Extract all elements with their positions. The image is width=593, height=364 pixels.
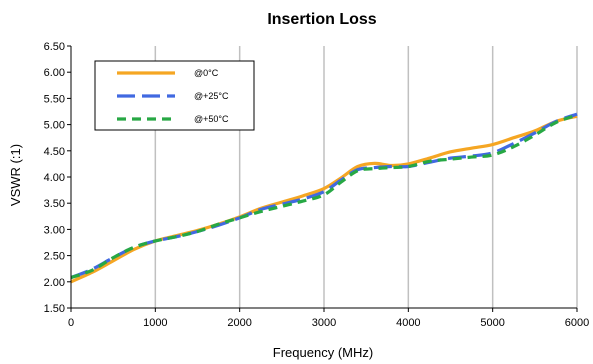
y-tick-label-2: 2.50 — [44, 251, 65, 263]
y-tick-label-10: 6.50 — [44, 41, 65, 53]
y-tick-label-9: 6.00 — [44, 67, 65, 79]
y-tick-label-7: 5.00 — [44, 120, 65, 132]
legend-label-1: @+25°C — [194, 91, 229, 101]
x-tick-label-6: 6000 — [565, 317, 589, 329]
x-tick-label-1: 1000 — [143, 317, 167, 329]
y-axis-label: VSWR (:1) — [8, 144, 23, 206]
x-tick-label-5: 5000 — [480, 317, 504, 329]
legend-label-2: @+50°C — [194, 114, 229, 124]
x-tick-label-4: 4000 — [396, 317, 420, 329]
y-tick-label-3: 3.00 — [44, 224, 65, 236]
legend: @0°C @+25°C @+50°C — [94, 60, 255, 131]
y-tick-label-8: 5.50 — [44, 93, 65, 105]
x-tick-label-2: 2000 — [227, 317, 251, 329]
y-tick-label-4: 3.50 — [44, 198, 65, 210]
x-tick-label-0: 0 — [68, 317, 74, 329]
series-line-1 — [70, 112, 578, 280]
series-line-2 — [70, 113, 578, 280]
y-tick-label-6: 4.50 — [44, 146, 65, 158]
x-axis-label: Frequency (MHz) — [273, 345, 373, 360]
y-tick-label-5: 4.00 — [44, 172, 65, 184]
chart-title: Insertion Loss — [267, 11, 376, 28]
y-tick-label-0: 1.50 — [44, 303, 65, 315]
y-tick-label-1: 2.00 — [44, 277, 65, 289]
x-tick-label-3: 3000 — [312, 317, 336, 329]
legend-label-0: @0°C — [194, 68, 219, 78]
